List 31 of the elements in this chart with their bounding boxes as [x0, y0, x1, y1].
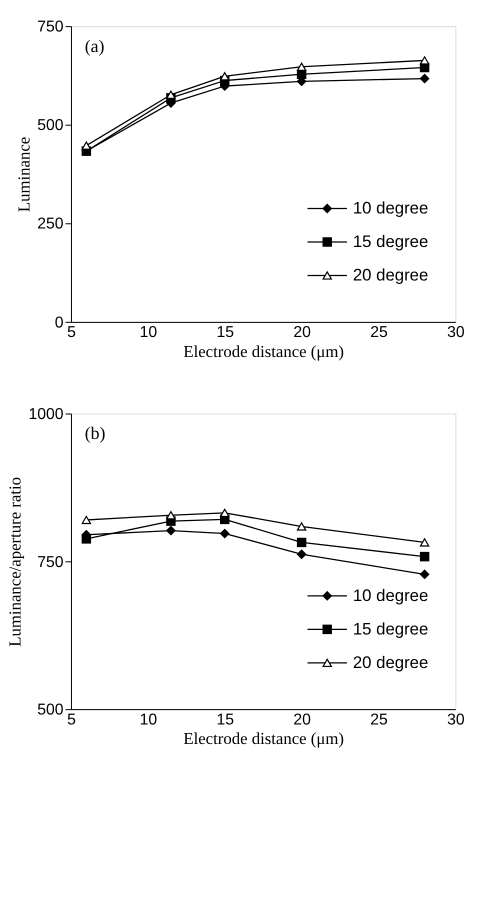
y-axis-title: Luminance — [14, 136, 34, 212]
legend-label: 15 degree — [352, 619, 428, 638]
x-tick-label: 15 — [216, 711, 234, 728]
y-tick-label: 750 — [37, 554, 64, 571]
legend-label: 20 degree — [352, 265, 428, 284]
y-tick-label: 1000 — [28, 406, 64, 423]
x-tick-label: 25 — [370, 324, 388, 342]
legend-label: 15 degree — [352, 232, 428, 251]
x-tick-label: 20 — [293, 711, 312, 728]
x-tick-label: 30 — [447, 324, 465, 342]
x-tick-label: 25 — [370, 711, 388, 728]
x-tick-label: 10 — [140, 711, 158, 728]
x-tick-label: 20 — [293, 324, 312, 342]
y-tick-label: 0 — [54, 314, 64, 332]
y-tick-label: 500 — [37, 702, 64, 719]
x-axis-title: Electrode distance (μm) — [183, 729, 344, 748]
x-tick-label: 5 — [67, 711, 76, 728]
annotation: (b) — [84, 423, 106, 444]
x-tick-label: 5 — [67, 324, 76, 342]
annotation: (a) — [84, 36, 105, 56]
y-tick-label: 250 — [37, 216, 64, 233]
x-tick-label: 30 — [447, 711, 465, 728]
y-tick-label: 500 — [37, 117, 64, 134]
y-tick-label: 750 — [37, 18, 64, 36]
x-tick-label: 10 — [140, 324, 158, 342]
legend-label: 10 degree — [352, 198, 428, 218]
y-axis-title: Luminance/aperture ratio — [6, 476, 25, 647]
x-axis-title: Electrode distance (μm) — [183, 342, 344, 361]
legend-label: 20 degree — [352, 652, 428, 672]
x-tick-label: 15 — [216, 324, 234, 342]
legend-label: 10 degree — [352, 586, 428, 605]
